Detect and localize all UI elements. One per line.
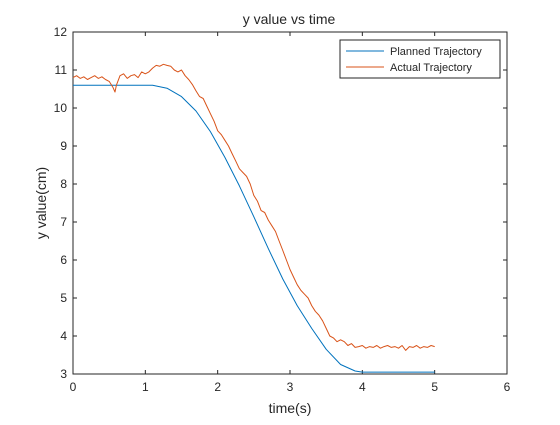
x-tick-label: 2 — [214, 380, 221, 394]
x-tick-label: 4 — [359, 380, 366, 394]
x-tick-label: 6 — [504, 380, 511, 394]
y-tick-label: 6 — [60, 253, 67, 267]
x-tick-label: 3 — [287, 380, 294, 394]
plot-area — [72, 31, 508, 375]
legend: Planned Trajectory Actual Trajectory — [339, 39, 501, 79]
y-tick-label: 5 — [60, 291, 67, 305]
y-tick-label: 4 — [60, 329, 67, 343]
x-tick-label: 0 — [70, 380, 77, 394]
y-tick-label: 9 — [60, 139, 67, 153]
y-axis-label: y value(cm) — [33, 167, 49, 239]
x-axis-label: time(s) — [269, 400, 312, 416]
y-tick-label: 12 — [54, 25, 68, 39]
series-line-planned-trajectory — [73, 84, 435, 373]
legend-box — [339, 39, 501, 79]
y-tick-label: 11 — [55, 63, 68, 77]
y-tick-label: 10 — [54, 101, 68, 115]
legend-label-actual-trajectory: Actual Trajectory — [390, 62, 472, 74]
y-tick-label: 3 — [60, 367, 67, 381]
y-tick-label: 7 — [60, 215, 67, 229]
x-axis: 0 1 2 3 4 5 6 — [70, 32, 511, 394]
y-tick-label: 8 — [60, 177, 67, 191]
series-line-actual-trajectory — [72, 63, 435, 351]
legend-label-planned-trajectory: Planned Trajectory — [390, 46, 482, 58]
chart-title: y value vs time — [243, 11, 336, 27]
x-tick-label: 5 — [431, 380, 438, 394]
series-layer — [72, 63, 435, 373]
y-axis: 3 4 5 6 7 8 9 10 11 12 — [54, 25, 507, 381]
x-tick-label: 1 — [142, 380, 149, 394]
